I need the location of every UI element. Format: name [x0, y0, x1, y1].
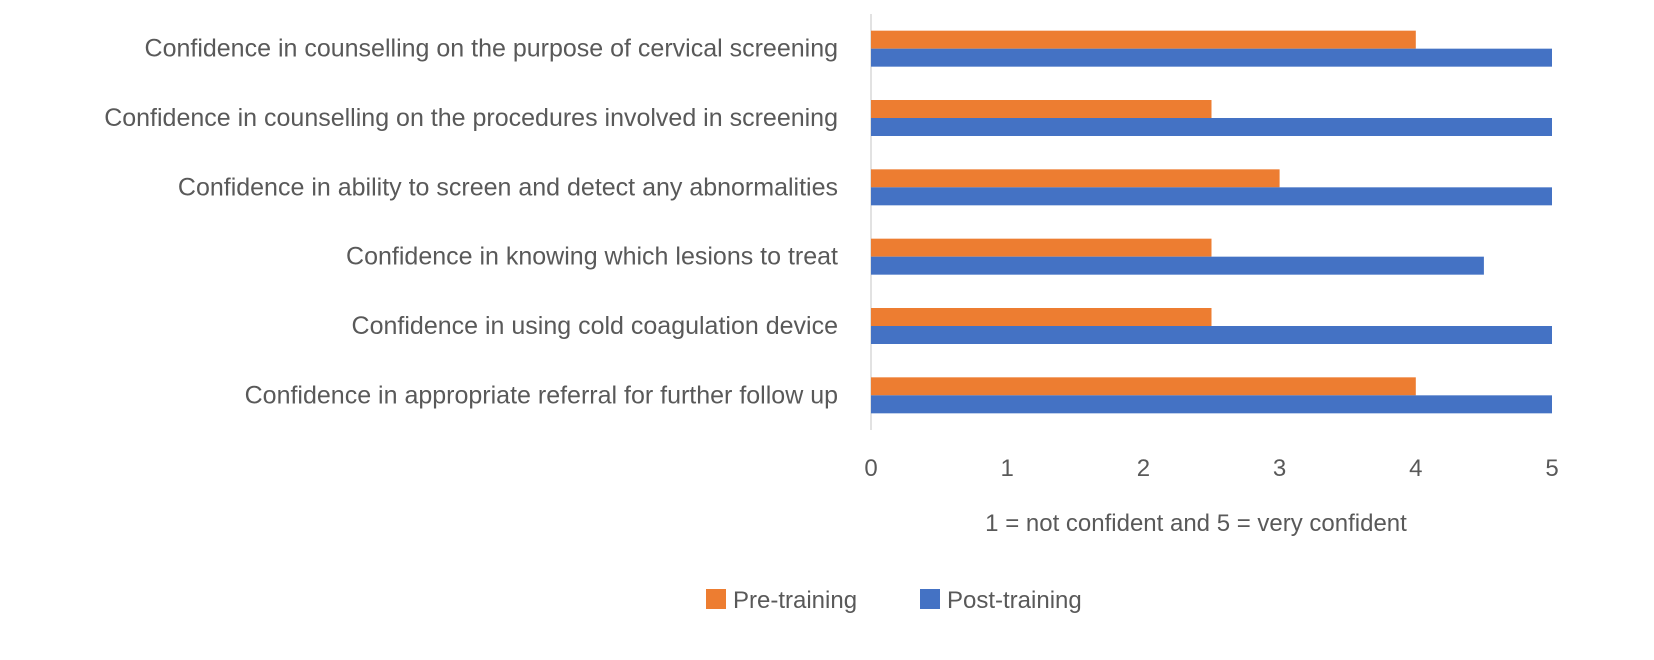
x-axis-title: 1 = not confident and 5 = very confident: [985, 510, 1407, 537]
legend-swatch: [706, 589, 726, 609]
chart-legend: Pre-training Post-training: [706, 587, 1082, 614]
bar-pre-training: [871, 377, 1416, 396]
legend-label: Post-training: [947, 587, 1082, 614]
legend-swatch: [920, 589, 940, 609]
bar-post-training: [871, 256, 1484, 275]
category-label: Confidence in knowing which lesions to t…: [346, 243, 838, 271]
x-tick-label: 4: [1409, 455, 1422, 482]
x-tick-label: 2: [1137, 455, 1150, 482]
x-tick-label: 5: [1545, 455, 1558, 482]
bar-post-training: [871, 118, 1552, 136]
bar-post-training: [871, 326, 1552, 344]
bar-pre-training: [871, 100, 1212, 118]
bar-post-training: [871, 48, 1552, 67]
bar-pre-training: [871, 308, 1212, 326]
bar-pre-training: [871, 169, 1280, 188]
legend-label: Pre-training: [733, 587, 857, 614]
bar-post-training: [871, 395, 1552, 414]
category-label: Confidence in counselling on the procedu…: [104, 104, 838, 132]
category-label: Confidence in appropriate referral for f…: [245, 381, 838, 409]
x-tick-label: 1: [1001, 455, 1014, 482]
x-tick-label: 0: [864, 455, 877, 482]
bar-pre-training: [871, 238, 1212, 257]
bar-post-training: [871, 187, 1552, 206]
chart-bars: [871, 30, 1552, 414]
chart-labels: Confidence in counselling on the purpose…: [104, 35, 838, 410]
x-tick-label: 3: [1273, 455, 1286, 482]
chart-axes: 0 1 2 3 4 5: [864, 14, 1559, 482]
category-label: Confidence in using cold coagulation dev…: [352, 312, 838, 340]
bar-pre-training: [871, 30, 1416, 49]
category-label: Confidence in ability to screen and dete…: [178, 173, 838, 201]
category-label: Confidence in counselling on the purpose…: [145, 35, 838, 63]
